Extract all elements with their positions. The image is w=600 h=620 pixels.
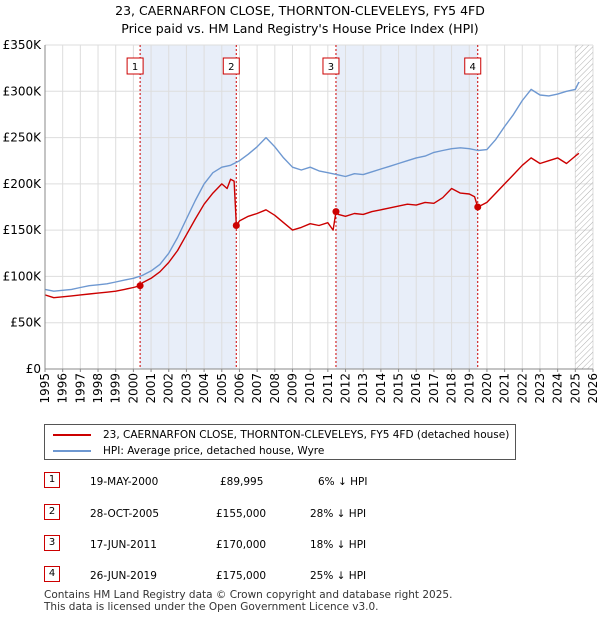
x-tick-label: 2002 <box>162 373 176 404</box>
transaction-date: 17-JUN-2011 <box>90 539 157 551</box>
x-tick-label: 2024 <box>551 373 565 404</box>
y-tick-label: £0 <box>26 362 41 376</box>
transaction-date: 26-JUN-2019 <box>90 570 157 582</box>
x-tick-label: 1999 <box>109 373 123 404</box>
x-tick-label: 2010 <box>303 373 317 404</box>
x-tick-label: 2007 <box>250 373 264 404</box>
x-tick-label: 1998 <box>91 373 105 404</box>
transaction-number: 4 <box>44 566 60 582</box>
sale-marker-box <box>464 57 482 75</box>
sale-point <box>332 208 340 216</box>
y-tick-label: £350K <box>3 38 43 52</box>
transaction-price: £155,000 <box>216 508 267 520</box>
transaction-hpi-diff: 28% ↓ HPI <box>310 508 367 520</box>
chart-title: 23, CAERNARFON CLOSE, THORNTON-CLEVELEYS… <box>0 2 600 38</box>
x-tick-label: 2005 <box>215 373 229 404</box>
y-tick-label: £50K <box>10 316 42 330</box>
shaded-range <box>140 45 237 369</box>
projection-hatch <box>575 45 593 369</box>
x-tick-label: 2014 <box>374 373 388 404</box>
x-tick-label: 1995 <box>38 373 52 404</box>
x-tick-label: 2026 <box>586 373 600 404</box>
x-tick-label: 2016 <box>409 373 423 404</box>
shaded-range <box>335 45 478 369</box>
x-tick-label: 2012 <box>339 373 353 404</box>
sale-point <box>232 222 240 230</box>
sale-marker-label: 2 <box>228 62 234 73</box>
transaction-number: 2 <box>44 504 60 520</box>
transaction-date: 28-OCT-2005 <box>90 508 159 520</box>
x-tick-label: 2000 <box>126 373 140 404</box>
price-chart: 1 2 3 4 £0 £50K £100K £150K £200K £250K £300K £350… <box>3 38 600 404</box>
x-tick-label: 2020 <box>480 373 494 404</box>
x-tick-label: 2008 <box>268 373 282 404</box>
y-tick-label: £150K <box>3 223 43 237</box>
x-tick-label: 2015 <box>392 373 406 404</box>
x-tick-label: 2023 <box>533 373 547 404</box>
x-tick-label: 1996 <box>56 373 70 404</box>
transaction-price: £175,000 <box>216 570 267 582</box>
x-tick-label: 2025 <box>568 373 582 404</box>
legend-label-hpi: HPI: Average price, detached house, Wyre <box>103 445 325 457</box>
legend-item-hpi: HPI: Average price, detached house, Wyre <box>53 443 324 459</box>
transaction-price: £89,995 <box>220 476 264 488</box>
sale-marker-label: 1 <box>132 62 138 73</box>
x-tick-label: 2017 <box>427 373 441 404</box>
sale-marker-box <box>322 57 340 75</box>
legend: 23, CAERNARFON CLOSE, THORNTON-CLEVELEYS… <box>44 424 516 460</box>
x-tick-label: 2006 <box>232 373 246 404</box>
x-tick-label: 2019 <box>462 373 476 404</box>
sale-marker-box <box>126 57 144 75</box>
x-tick-label: 1997 <box>73 373 87 404</box>
footer: Contains HM Land Registry data © Crown c… <box>44 589 452 613</box>
legend-label-price: 23, CAERNARFON CLOSE, THORNTON-CLEVELEYS… <box>103 429 510 441</box>
x-tick-label: 2004 <box>197 373 211 404</box>
transaction-date: 19-MAY-2000 <box>90 476 159 488</box>
transaction-hpi-diff: 6% ↓ HPI <box>318 476 368 488</box>
chart-title-line1: 23, CAERNARFON CLOSE, THORNTON-CLEVELEYS… <box>115 3 485 18</box>
sale-marker-box <box>222 57 240 75</box>
footer-copyright: Contains HM Land Registry data © Crown c… <box>44 589 453 601</box>
x-tick-label: 2021 <box>498 373 512 404</box>
x-tick-label: 2013 <box>356 373 370 404</box>
y-tick-label: £300K <box>3 84 43 98</box>
x-tick-label: 2009 <box>285 373 299 404</box>
chart-title-line2: Price paid vs. HM Land Registry's House … <box>121 21 479 36</box>
x-tick-label: 2018 <box>445 373 459 404</box>
sale-point <box>474 203 482 211</box>
y-tick-label: £200K <box>3 177 43 191</box>
sale-marker-label: 4 <box>470 62 476 73</box>
y-tick-label: £250K <box>3 131 43 145</box>
transaction-price: £170,000 <box>216 539 267 551</box>
x-tick-label: 2022 <box>515 373 529 404</box>
transaction-hpi-diff: 25% ↓ HPI <box>310 570 367 582</box>
x-tick-label: 2011 <box>321 373 335 404</box>
sale-point <box>136 282 144 290</box>
transaction-number: 3 <box>44 535 60 551</box>
footer-license: This data is licensed under the Open Gov… <box>44 601 379 613</box>
transaction-number: 1 <box>44 472 60 488</box>
x-tick-label: 2001 <box>144 373 158 404</box>
y-tick-label: £100K <box>3 269 43 283</box>
legend-swatch-hpi <box>53 450 91 452</box>
legend-item-price: 23, CAERNARFON CLOSE, THORNTON-CLEVELEYS… <box>53 427 509 443</box>
transaction-hpi-diff: 18% ↓ HPI <box>310 539 367 551</box>
sale-marker-label: 3 <box>328 62 334 73</box>
legend-swatch-price <box>53 434 91 436</box>
series-line <box>45 81 580 292</box>
x-tick-label: 2003 <box>179 373 193 404</box>
